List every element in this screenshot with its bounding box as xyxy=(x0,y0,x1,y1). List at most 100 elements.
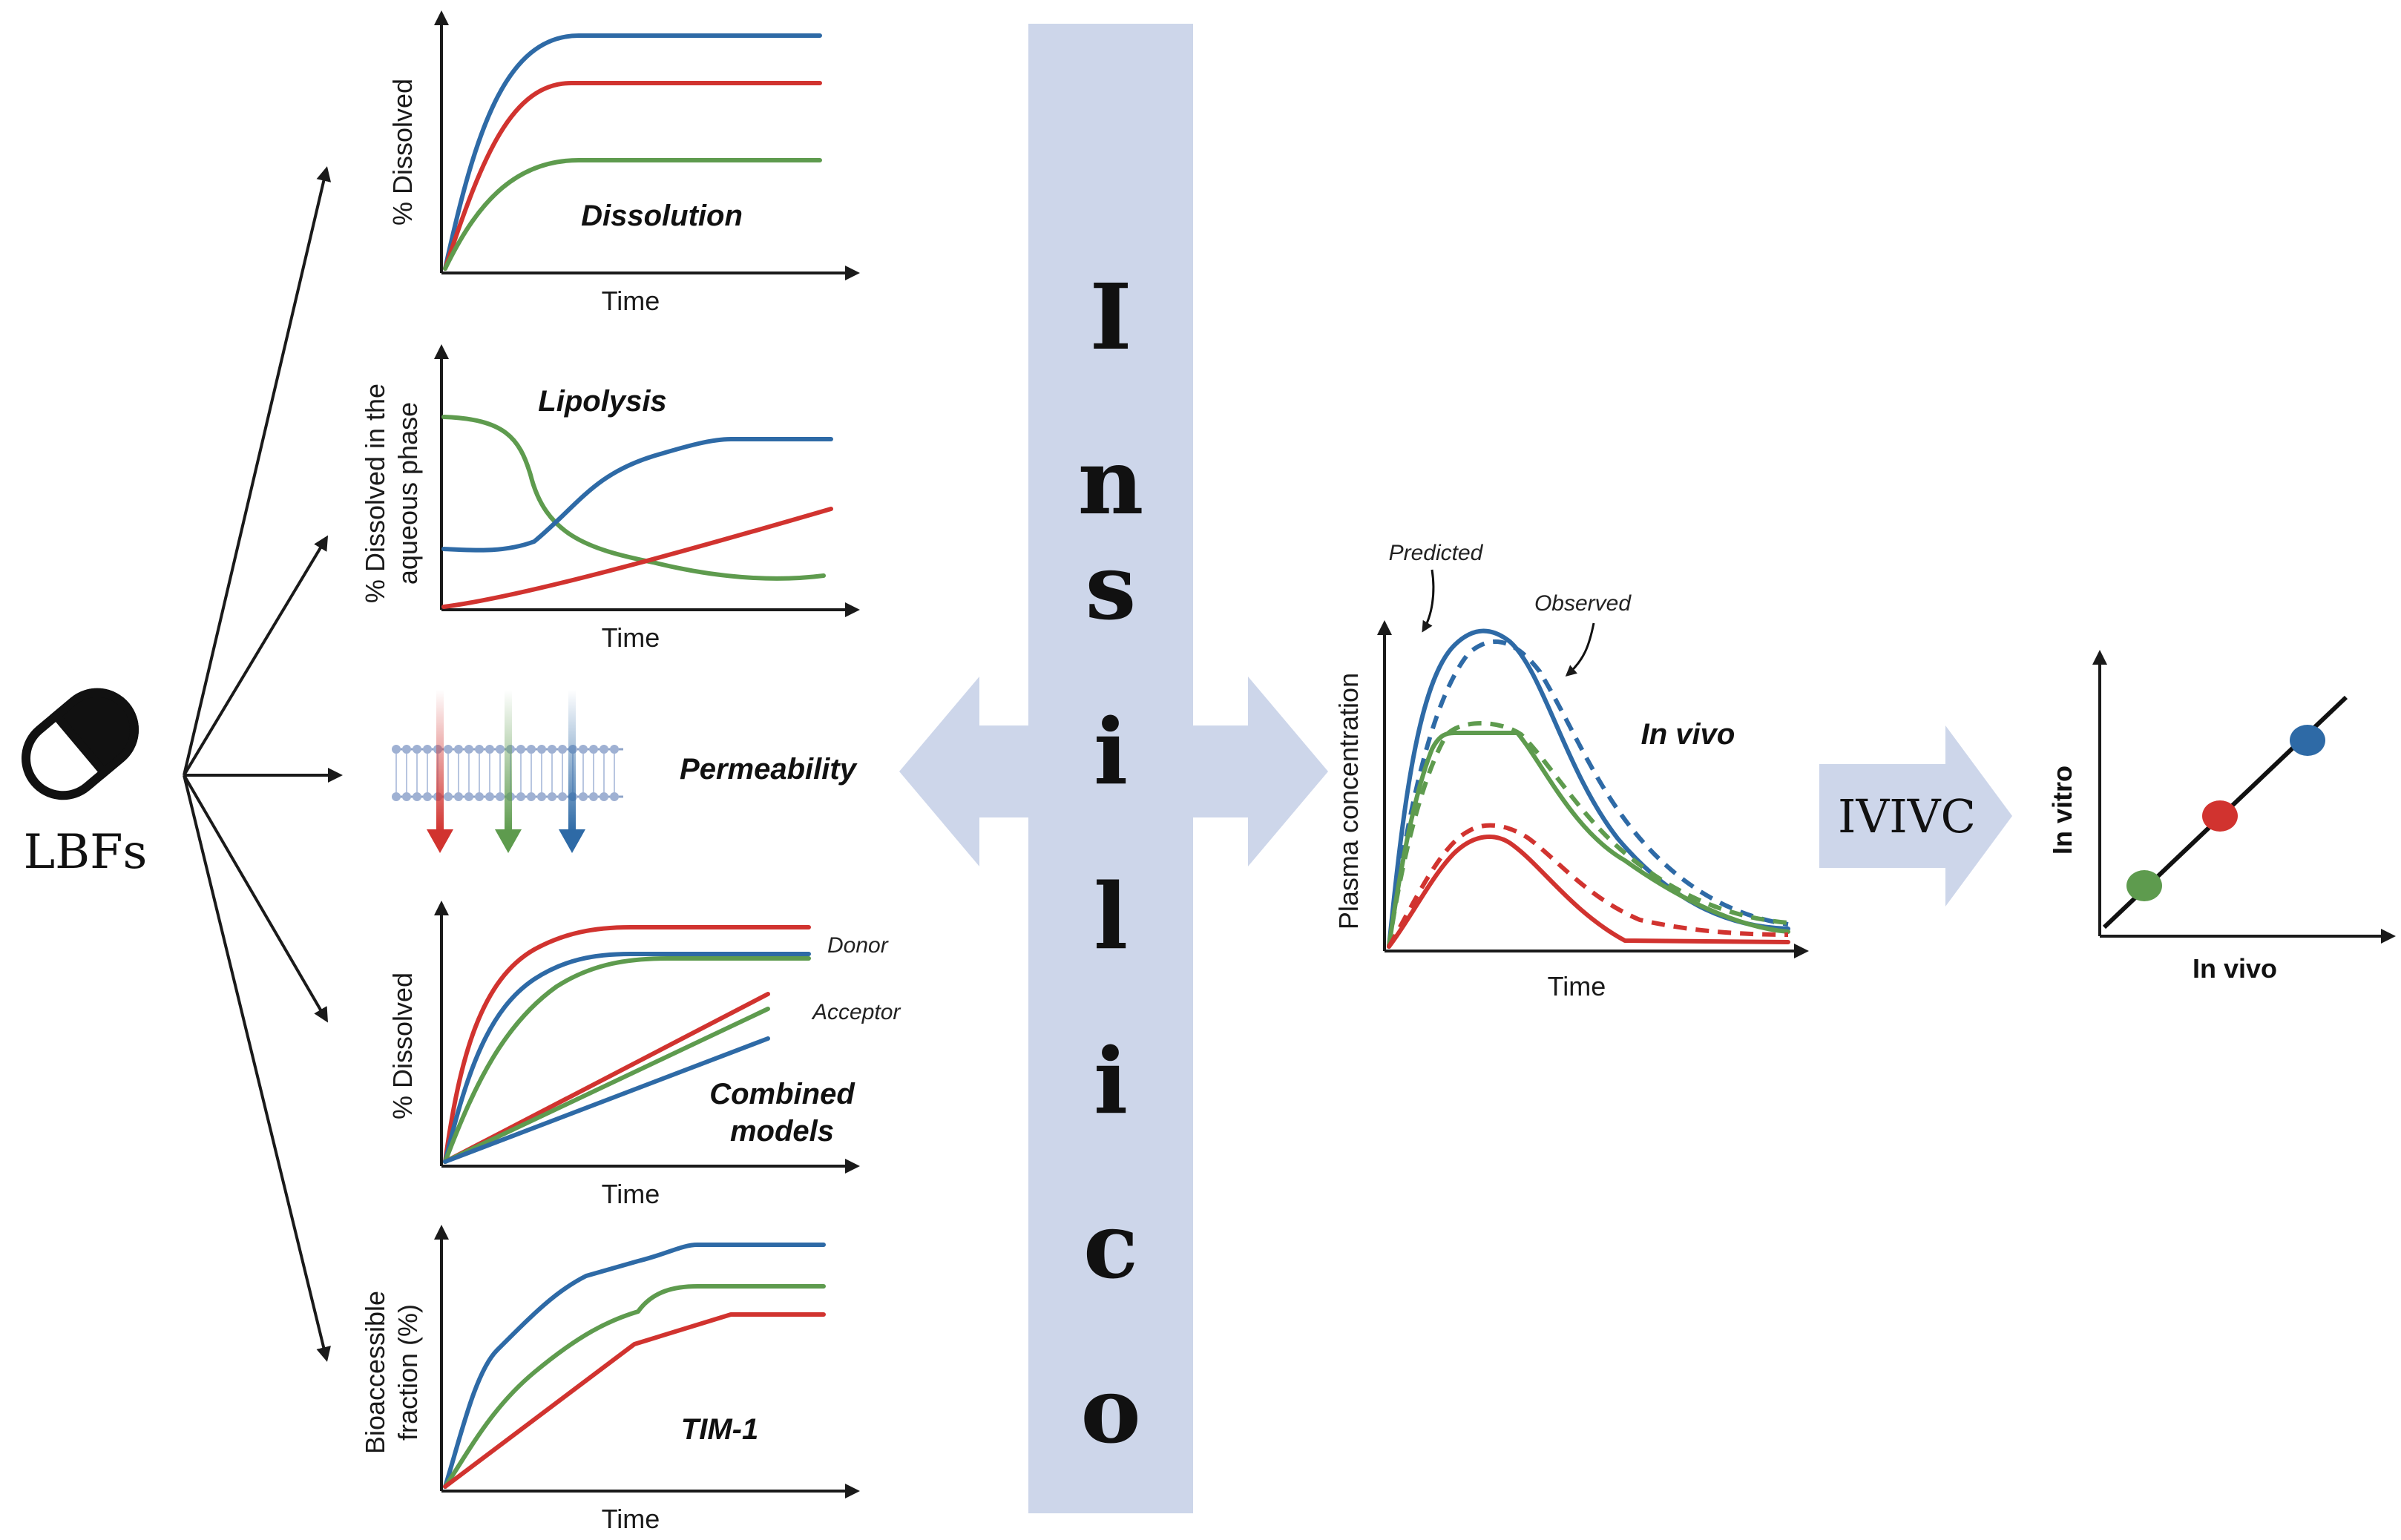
lipid-head xyxy=(600,745,608,754)
dissolution-curve-red xyxy=(443,81,822,271)
lipid-head xyxy=(475,792,484,801)
lipid-head xyxy=(537,792,546,801)
lipid-head xyxy=(496,792,505,801)
invivo-predicted-green xyxy=(1387,731,1790,949)
dissolution-curve-blue xyxy=(443,33,822,271)
lipid-head xyxy=(610,792,619,801)
lipid-head xyxy=(558,745,567,754)
permeation-arrow-blue xyxy=(559,690,585,853)
lbf-label: LBFs xyxy=(24,825,148,880)
lipolysis-ylabel-line1: % Dissolved in the xyxy=(360,384,390,603)
lipid-head xyxy=(579,792,588,801)
lipid-head xyxy=(464,745,473,754)
lipid-head xyxy=(454,745,463,754)
permeability-title: Permeability xyxy=(680,753,858,786)
lipid-head xyxy=(589,792,598,801)
invivo-predicted-red xyxy=(1387,834,1790,949)
tim1-curve-green xyxy=(443,1284,826,1489)
combined-title-line2: models xyxy=(730,1115,834,1148)
tim1-xlabel: Time xyxy=(602,1504,660,1534)
dissolution-xlabel: Time xyxy=(602,286,660,316)
lipid-head xyxy=(548,792,556,801)
donor-annotation: Donor xyxy=(827,933,889,958)
lipid-head xyxy=(475,745,484,754)
combined-ylabel: % Dissolved xyxy=(387,973,418,1119)
correlation-ylabel: In vitro xyxy=(2047,766,2078,855)
lipolysis-curve-red xyxy=(441,507,833,609)
lipolysis-curve-blue xyxy=(441,437,833,553)
combined-models-panel: Donor Acceptor Combined models Time % Di… xyxy=(387,901,901,1209)
ivivc-arrow: IVIVC xyxy=(1819,725,2012,906)
tim1-curve-blue xyxy=(443,1243,826,1489)
combined-acceptor-red xyxy=(443,992,770,1164)
in-silico-letter: i xyxy=(1094,698,1128,805)
lipid-head xyxy=(496,745,505,754)
lipid-head xyxy=(402,745,411,754)
lipid-head xyxy=(527,792,536,801)
branch-arrows xyxy=(183,166,343,1362)
lipid-head xyxy=(444,745,453,754)
invivo-ylabel: Plasma concentration xyxy=(1333,673,1364,929)
lipid-head xyxy=(516,792,525,801)
tim1-curve-red xyxy=(443,1312,826,1489)
lipid-head xyxy=(485,745,494,754)
correlation-point-green xyxy=(2126,870,2162,901)
combined-donor-green xyxy=(443,956,811,1164)
invivo-predicted-blue xyxy=(1387,628,1790,949)
dissolution-title: Dissolution xyxy=(581,200,743,232)
permeation-arrow-green xyxy=(495,690,522,853)
lipid-head xyxy=(454,792,463,801)
lipid-head xyxy=(485,792,494,801)
in-silico-letter: i xyxy=(1094,1027,1128,1134)
lipid-head xyxy=(537,745,546,754)
in-silico-letter: l xyxy=(1094,863,1128,970)
lipolysis-xlabel: Time xyxy=(602,622,660,653)
invivo-title: In vivo xyxy=(1641,718,1735,751)
correlation-xlabel: In vivo xyxy=(2193,953,2277,984)
in-silico-letter: c xyxy=(1083,1192,1138,1299)
tim1-title: TIM-1 xyxy=(681,1413,758,1446)
in-silico-letter: o xyxy=(1080,1357,1140,1464)
lipid-head xyxy=(413,792,421,801)
combined-acceptor-blue xyxy=(443,1036,770,1164)
acceptor-annotation: Acceptor xyxy=(811,1000,901,1024)
invivo-xlabel: Time xyxy=(1548,971,1606,1001)
lipid-head xyxy=(548,745,556,754)
lipolysis-panel: Lipolysis Time % Dissolved in the aqueou… xyxy=(360,344,860,653)
lipid-head xyxy=(423,792,432,801)
lipid-head xyxy=(413,745,421,754)
permeability-panel: Permeability xyxy=(392,690,858,853)
invivo-observed-red xyxy=(1387,823,1789,948)
correlation-panel: In vivo In vitro xyxy=(2047,650,2396,984)
lipolysis-curve-green xyxy=(441,415,826,581)
tim1-ylabel-line1: Bioaccessible xyxy=(360,1291,390,1454)
invivo-observed-blue xyxy=(1387,639,1789,947)
tim1-panel: TIM-1 Time Bioaccessible fraction (%) xyxy=(360,1225,860,1534)
capsule-icon xyxy=(22,688,139,800)
lipid-head xyxy=(423,745,432,754)
lipid-head xyxy=(402,792,411,801)
lipid-head xyxy=(589,745,598,754)
lipid-head xyxy=(392,745,401,754)
in-silico-letter: n xyxy=(1078,428,1144,535)
predicted-annotation: Predicted xyxy=(1389,541,1484,565)
correlation-point-blue xyxy=(2290,725,2325,756)
observed-annotation: Observed xyxy=(1534,591,1632,616)
in-silico-letter: s xyxy=(1085,533,1137,640)
lipid-head xyxy=(392,792,401,801)
dissolution-panel: Dissolution Time % Dissolved xyxy=(387,10,860,316)
ivivc-label: IVIVC xyxy=(1838,789,1976,843)
observed-pointer xyxy=(1565,622,1595,677)
permeation-arrow-red xyxy=(427,690,453,853)
combined-title-line1: Combined xyxy=(709,1078,855,1110)
lipid-head xyxy=(444,792,453,801)
tim1-ylabel-line2: fraction (%) xyxy=(392,1304,423,1441)
combined-xlabel: Time xyxy=(602,1179,660,1209)
lipid-head xyxy=(558,792,567,801)
lipid-head xyxy=(527,745,536,754)
lipid-head xyxy=(464,792,473,801)
lipolysis-ylabel-line2: aqueous phase xyxy=(392,402,423,585)
